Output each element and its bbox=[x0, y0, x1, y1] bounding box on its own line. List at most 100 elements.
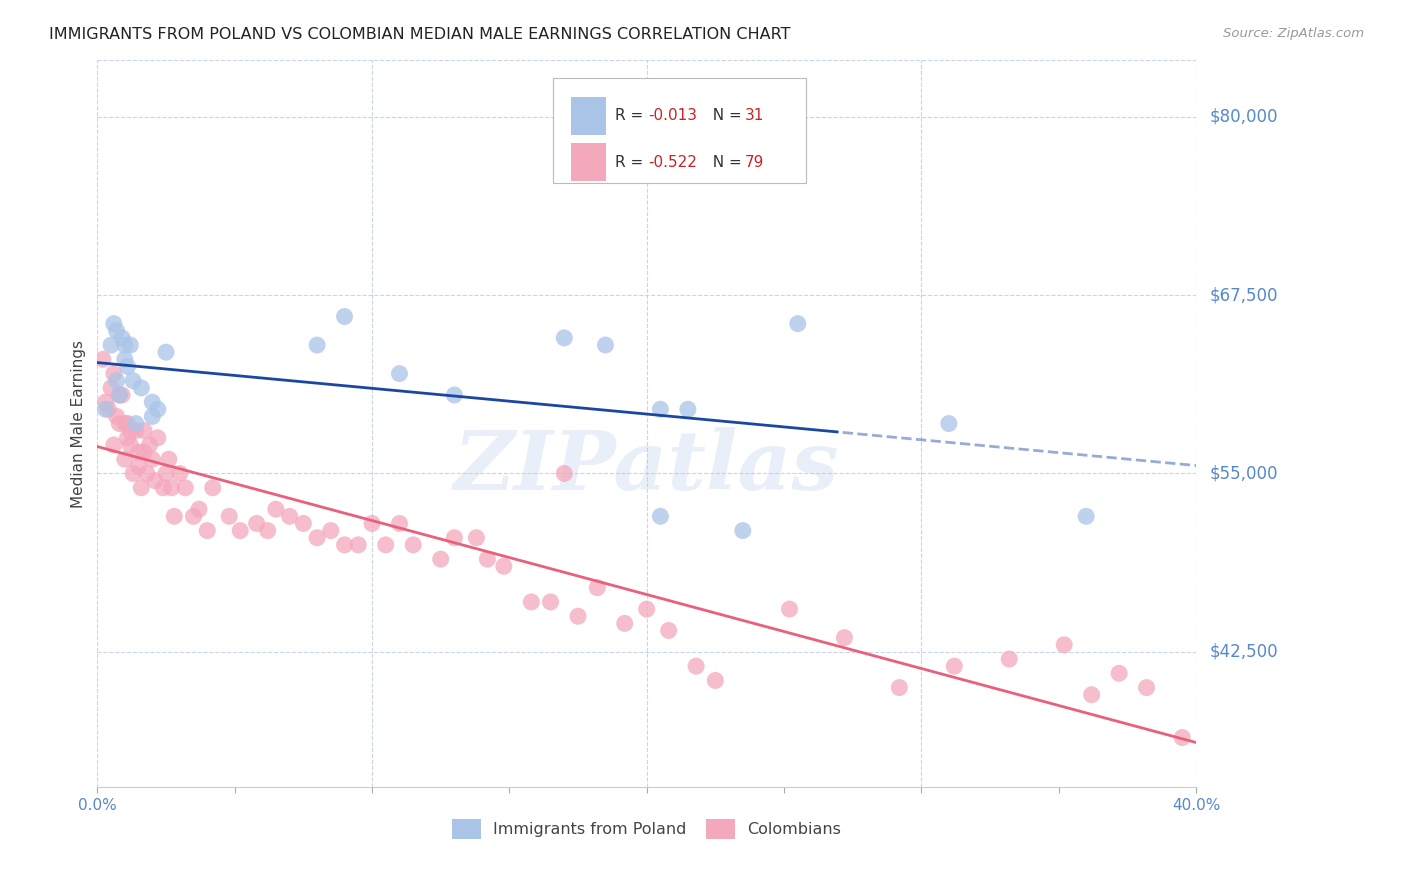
Point bbox=[613, 616, 636, 631]
Point bbox=[169, 467, 191, 481]
Point bbox=[114, 338, 136, 352]
Point bbox=[319, 524, 342, 538]
Point bbox=[779, 602, 801, 616]
Point bbox=[157, 452, 180, 467]
Point bbox=[704, 673, 727, 688]
Point bbox=[183, 509, 205, 524]
Point bbox=[141, 409, 163, 424]
Point bbox=[333, 310, 356, 324]
Point bbox=[402, 538, 425, 552]
Point bbox=[195, 524, 218, 538]
Point bbox=[120, 424, 142, 438]
Point bbox=[128, 459, 150, 474]
Point bbox=[122, 467, 145, 481]
Point bbox=[100, 338, 122, 352]
Point bbox=[111, 331, 134, 345]
Point bbox=[108, 388, 131, 402]
Text: $42,500: $42,500 bbox=[1211, 643, 1278, 661]
Point bbox=[141, 452, 163, 467]
Point bbox=[278, 509, 301, 524]
Point bbox=[676, 402, 699, 417]
Point bbox=[889, 681, 911, 695]
Legend: Immigrants from Poland, Colombians: Immigrants from Poland, Colombians bbox=[446, 813, 848, 845]
Text: -0.522: -0.522 bbox=[648, 154, 696, 169]
Point bbox=[553, 467, 575, 481]
Point bbox=[388, 516, 411, 531]
Point bbox=[443, 531, 465, 545]
Text: R =: R = bbox=[614, 108, 648, 123]
Text: $67,500: $67,500 bbox=[1211, 286, 1278, 304]
Point bbox=[103, 367, 125, 381]
Point bbox=[114, 417, 136, 431]
Point bbox=[307, 338, 329, 352]
Text: 31: 31 bbox=[744, 108, 763, 123]
Point bbox=[108, 388, 131, 402]
Point bbox=[103, 317, 125, 331]
Point bbox=[155, 467, 177, 481]
Point bbox=[650, 402, 672, 417]
Point bbox=[188, 502, 211, 516]
Point bbox=[658, 624, 681, 638]
Point bbox=[998, 652, 1021, 666]
Point bbox=[465, 531, 488, 545]
Point bbox=[143, 474, 166, 488]
Point bbox=[650, 509, 672, 524]
Point bbox=[105, 324, 128, 338]
Point bbox=[586, 581, 609, 595]
Point bbox=[731, 524, 754, 538]
Text: IMMIGRANTS FROM POLAND VS COLOMBIAN MEDIAN MALE EARNINGS CORRELATION CHART: IMMIGRANTS FROM POLAND VS COLOMBIAN MEDI… bbox=[49, 27, 790, 42]
Point bbox=[114, 352, 136, 367]
Point bbox=[218, 509, 240, 524]
Point bbox=[138, 438, 160, 452]
Point bbox=[567, 609, 589, 624]
Point bbox=[388, 367, 411, 381]
Point bbox=[1135, 681, 1157, 695]
Point bbox=[292, 516, 315, 531]
Point bbox=[108, 417, 131, 431]
Text: 79: 79 bbox=[744, 154, 763, 169]
Point bbox=[1080, 688, 1102, 702]
Point bbox=[229, 524, 252, 538]
Point bbox=[636, 602, 658, 616]
Point bbox=[146, 402, 169, 417]
Point bbox=[132, 445, 155, 459]
Point bbox=[129, 481, 152, 495]
Point bbox=[374, 538, 396, 552]
Point bbox=[122, 374, 145, 388]
Point bbox=[120, 338, 142, 352]
Point bbox=[114, 452, 136, 467]
Point bbox=[553, 331, 575, 345]
Point bbox=[685, 659, 707, 673]
Point bbox=[1108, 666, 1130, 681]
Point bbox=[105, 409, 128, 424]
Point bbox=[163, 509, 186, 524]
Text: -0.013: -0.013 bbox=[648, 108, 697, 123]
Point bbox=[201, 481, 224, 495]
Point bbox=[256, 524, 278, 538]
Point bbox=[1171, 731, 1194, 745]
Point bbox=[943, 659, 966, 673]
Point bbox=[117, 417, 139, 431]
Point bbox=[132, 424, 155, 438]
Text: N =: N = bbox=[703, 154, 747, 169]
FancyBboxPatch shape bbox=[554, 78, 806, 184]
Point bbox=[477, 552, 499, 566]
Point bbox=[155, 345, 177, 359]
Point bbox=[938, 417, 960, 431]
FancyBboxPatch shape bbox=[571, 143, 606, 181]
Y-axis label: Median Male Earnings: Median Male Earnings bbox=[72, 340, 86, 508]
Point bbox=[264, 502, 287, 516]
Point bbox=[540, 595, 562, 609]
Text: N =: N = bbox=[703, 108, 747, 123]
Point bbox=[160, 481, 183, 495]
Point bbox=[786, 317, 808, 331]
Point bbox=[246, 516, 269, 531]
Point bbox=[492, 559, 515, 574]
Point bbox=[129, 381, 152, 395]
Point bbox=[152, 481, 174, 495]
Point bbox=[135, 467, 157, 481]
Point bbox=[333, 538, 356, 552]
Point bbox=[117, 431, 139, 445]
Point bbox=[128, 445, 150, 459]
Point bbox=[91, 352, 114, 367]
